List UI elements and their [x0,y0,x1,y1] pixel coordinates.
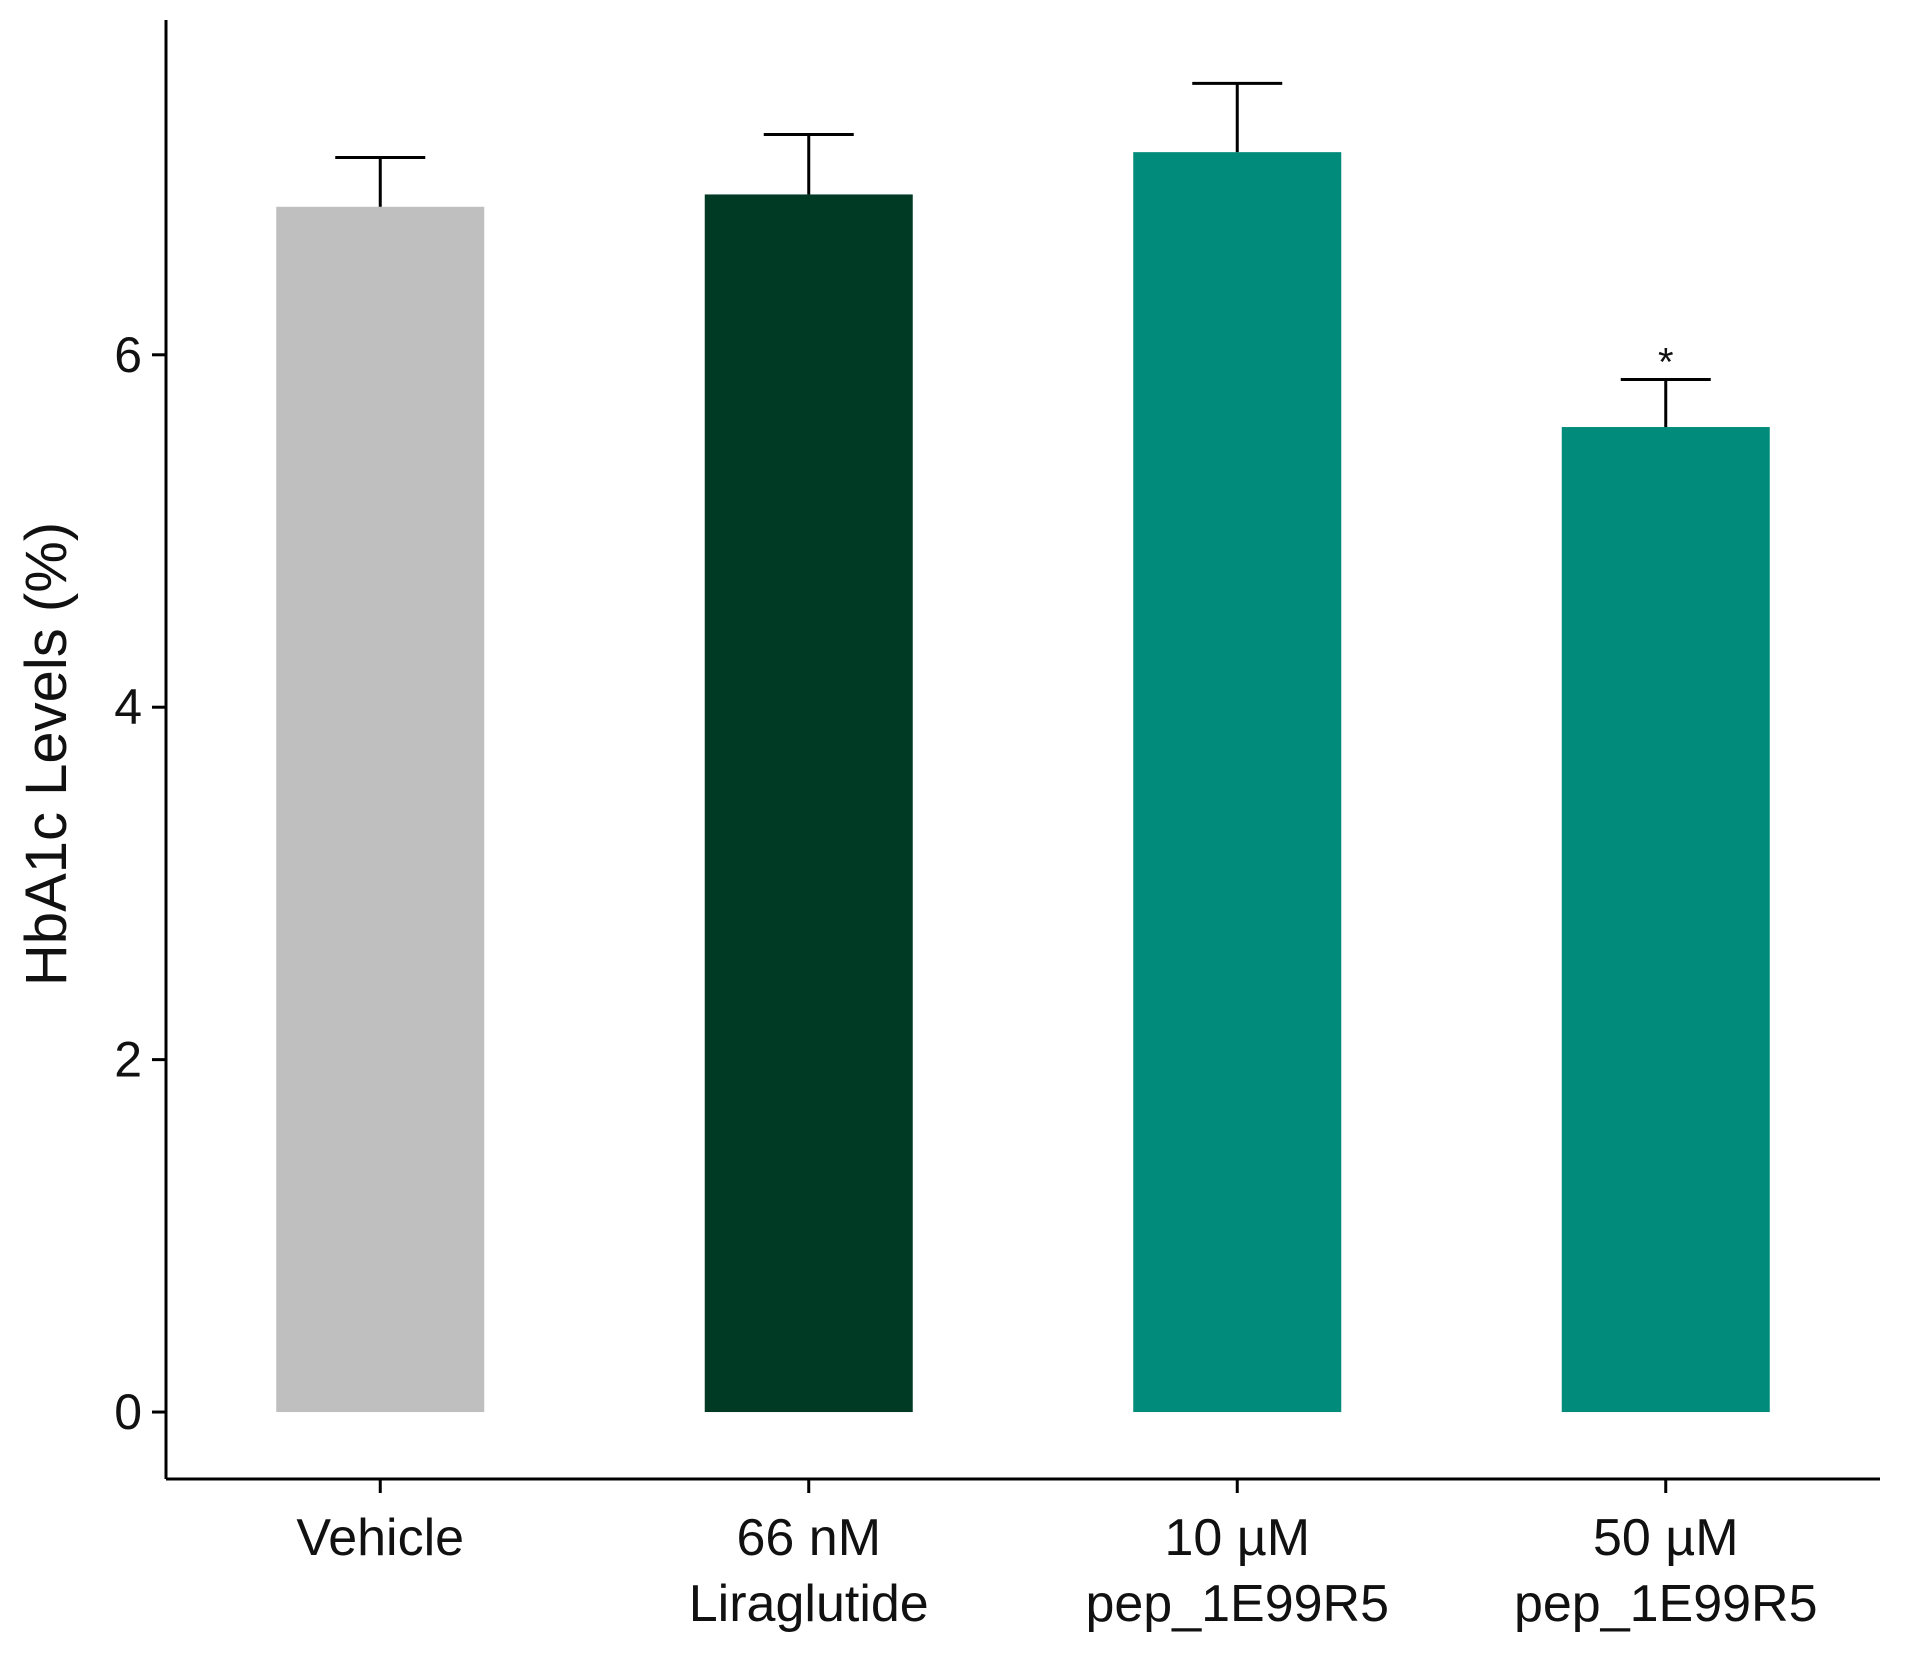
y-tick-label: 6 [114,327,142,383]
x-tick-label: pep_1E99R5 [1514,1575,1818,1633]
x-tick-label: Vehicle [296,1509,464,1567]
error-bars-layer [335,81,1711,428]
bars-layer [276,152,1770,1413]
axes-layer [152,20,1880,1493]
bar-2 [1133,152,1342,1413]
bar-3 [1561,427,1770,1413]
y-tick-label: 0 [114,1384,142,1440]
y-tick-label: 4 [114,679,142,735]
annotations-layer: * [1658,340,1674,384]
x-tick-label: 66 nM [736,1509,881,1567]
y-axis-title: HbA1c Levels (%) [14,522,79,986]
significance-marker: * [1658,340,1674,384]
bar-1 [704,194,913,1413]
x-tick-label: pep_1E99R5 [1085,1575,1389,1633]
x-tick-label: 10 µM [1164,1509,1310,1567]
x-tick-label: 50 µM [1593,1509,1739,1567]
y-tick-label: 2 [114,1032,142,1088]
labels-layer: Vehicle 66 nM Liraglutide 10 µM pep_1E99R5 50… [114,327,1817,1633]
bar-0 [276,206,485,1413]
x-tick-label: Liraglutide [689,1575,929,1633]
